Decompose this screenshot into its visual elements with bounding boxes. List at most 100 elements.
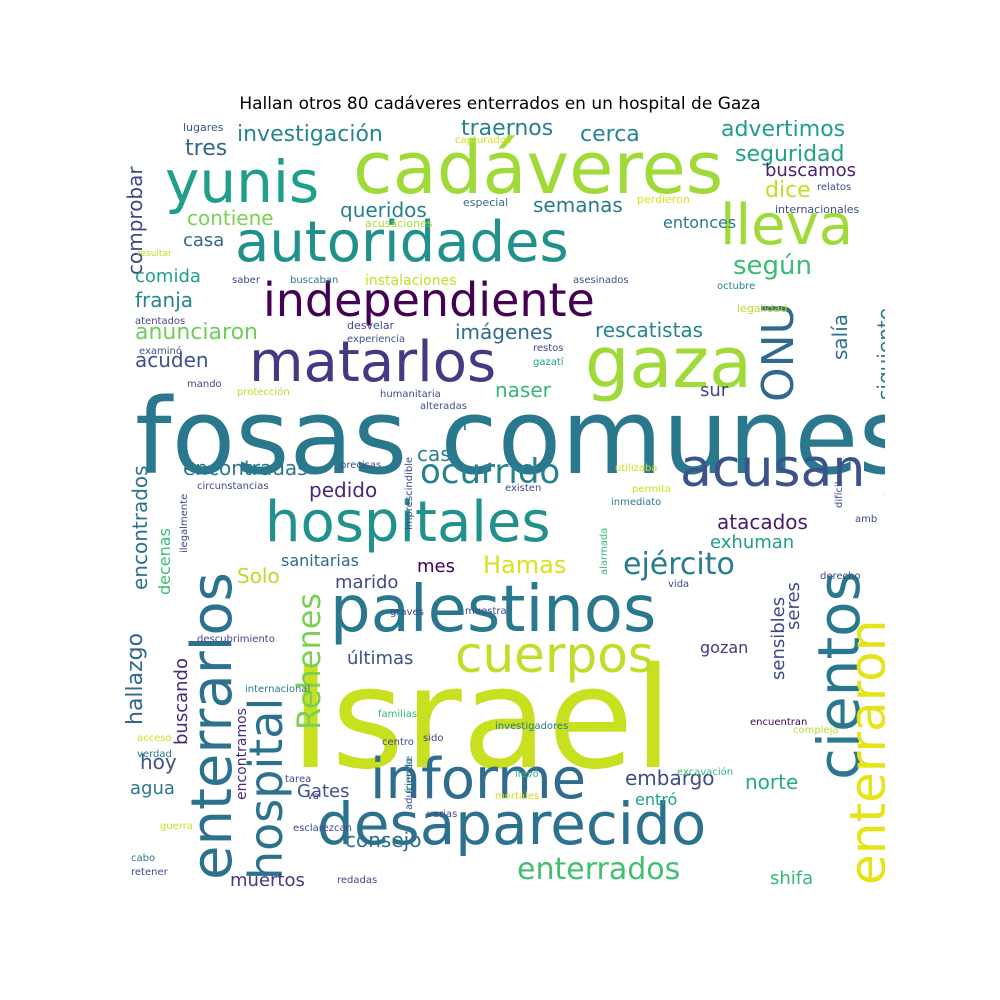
- cloud-word: seres: [783, 582, 804, 630]
- cloud-word: gaza: [585, 322, 752, 404]
- cloud-word: semanas: [533, 193, 623, 217]
- cloud-word: tarea: [285, 774, 312, 785]
- cloud-word: amb: [855, 514, 878, 525]
- cloud-word: naser: [495, 378, 551, 402]
- cloud-word: agua: [130, 778, 175, 799]
- cloud-word: cerca: [580, 122, 640, 147]
- cloud-word: queridos: [340, 198, 427, 222]
- cloud-word: hallazgo: [125, 632, 148, 725]
- cloud-word: buscaban: [290, 275, 339, 286]
- cloud-word: enterraron: [839, 619, 885, 885]
- cloud-word: perdieron: [637, 193, 690, 206]
- cloud-word: franja: [135, 288, 194, 312]
- cloud-word: norte: [745, 770, 799, 794]
- cloud-word: retener: [131, 867, 168, 878]
- cloud-word: muertos: [230, 870, 305, 890]
- cloud-word: encontramos: [234, 708, 250, 800]
- cloud-word: entró: [635, 790, 678, 809]
- cloud-word: examinó: [139, 346, 182, 357]
- cloud-word: ocurrido: [420, 452, 561, 492]
- cloud-word: ejército: [623, 547, 735, 582]
- cloud-word: ilegalmente: [179, 493, 190, 553]
- cloud-word: tres: [185, 136, 228, 161]
- cloud-word: especial: [463, 196, 509, 209]
- cloud-word: decenas: [155, 528, 174, 595]
- cloud-word: mando: [187, 379, 222, 390]
- cloud-word: cabo: [131, 853, 156, 864]
- cloud-word: lleva: [720, 193, 854, 258]
- cloud-word: Israel: [290, 638, 673, 801]
- cloud-word: enterrados: [517, 852, 681, 887]
- cloud-word: humanitaria: [380, 389, 441, 400]
- cloud-word: inmediato: [611, 497, 662, 508]
- cloud-word: hospitales: [265, 490, 551, 555]
- cloud-word: cuerpos: [455, 626, 654, 684]
- cloud-word: graves: [390, 607, 424, 618]
- cloud-word: muestra: [465, 606, 507, 617]
- cloud-word: embargo: [625, 766, 715, 790]
- cloud-word: mortales: [495, 791, 540, 802]
- cloud-word: varias: [427, 809, 458, 820]
- word-cloud: Israel fosas comunes cadáveres autoridades i…: [125, 120, 885, 890]
- cloud-word: desaparecido: [317, 790, 707, 858]
- cloud-word: permita: [632, 484, 672, 495]
- cloud-word: investigación: [237, 122, 383, 147]
- cloud-word: encuentran: [750, 717, 808, 728]
- cloud-word: va: [307, 791, 320, 802]
- cloud-word: según: [733, 251, 813, 281]
- cloud-word: circunstancias: [197, 481, 269, 492]
- cloud-word: relatos: [817, 182, 852, 193]
- cloud-word: redadas: [337, 875, 378, 886]
- cloud-word: acuden: [135, 348, 209, 372]
- cloud-word: descubrimiento: [197, 634, 275, 645]
- cloud-word: buscamos: [765, 160, 857, 181]
- cloud-word: Gates: [297, 781, 350, 802]
- cloud-word: acceso: [137, 733, 172, 744]
- cloud-word: hoy: [140, 750, 177, 774]
- cloud-word: compleja: [793, 725, 839, 736]
- cloud-word: alteradas: [420, 401, 467, 412]
- chart-title: Hallan otros 80 cadáveres enterrados en …: [239, 94, 761, 114]
- cloud-word: si: [453, 414, 468, 435]
- cloud-word: legalidad: [737, 302, 788, 315]
- cloud-word: casa: [183, 230, 225, 251]
- cloud-word: anunciaron: [135, 320, 258, 345]
- cloud-word: Hamas: [483, 551, 567, 579]
- cloud-word: internacional: [245, 684, 311, 695]
- cloud-word: esclarezcan: [293, 823, 353, 834]
- cloud-word: encontrados: [128, 465, 152, 590]
- cloud-word: autoridades: [235, 210, 569, 275]
- cloud-word: internacionales: [775, 203, 860, 216]
- cloud-word: sido: [423, 733, 444, 744]
- cloud-word: difícil: [834, 481, 845, 508]
- cloud-word: acusan: [680, 439, 866, 499]
- cloud-word: informe: [370, 747, 587, 812]
- cloud-word: investigadores: [495, 721, 569, 732]
- cloud-word: aduciendo: [404, 757, 415, 810]
- cloud-word: restos: [533, 343, 564, 354]
- cloud-word: shifa: [770, 868, 814, 889]
- cloud-word: existen: [505, 483, 542, 494]
- cloud-word: ONU: [753, 302, 804, 402]
- cloud-word: palestinos: [330, 573, 657, 647]
- cloud-word: atacados: [717, 510, 808, 534]
- cloud-word: seguridad: [735, 142, 845, 167]
- cloud-word: casi: [417, 442, 457, 466]
- cloud-word: asesinados: [573, 275, 629, 286]
- cloud-word: experiencia: [347, 334, 406, 345]
- cloud-word: rescatistas: [595, 318, 704, 342]
- cloud-word: dice: [765, 178, 811, 203]
- cloud-word: imprescindible: [404, 456, 415, 530]
- cloud-word: siguiente: [873, 307, 885, 400]
- cloud-word: traernos: [461, 120, 554, 141]
- cloud-word: utilizaba: [615, 463, 658, 474]
- cloud-word: comida: [135, 266, 201, 287]
- cloud-word: matarlos: [249, 330, 497, 395]
- cloud-word: advertimos: [721, 120, 846, 142]
- cloud-word: verdad: [137, 749, 172, 760]
- cloud-word: imágenes: [455, 320, 553, 344]
- cloud-word: fosas comunes: [135, 376, 885, 498]
- cloud-word: guerra: [160, 821, 194, 832]
- cloud-word: mes: [417, 556, 455, 577]
- cloud-word: enterrarlos: [180, 572, 245, 880]
